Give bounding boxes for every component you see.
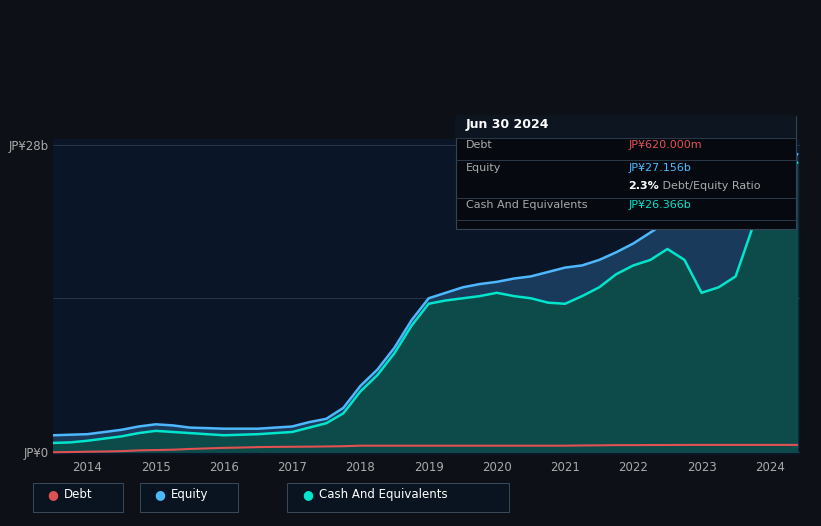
Text: Jun 30 2024: Jun 30 2024 [466,118,549,132]
Text: Debt/Equity Ratio: Debt/Equity Ratio [659,181,761,191]
Text: JP¥620.000m: JP¥620.000m [628,140,702,150]
Text: JP¥26.366b: JP¥26.366b [628,200,690,210]
Text: Equity: Equity [466,163,501,173]
Text: 2.3%: 2.3% [628,181,658,191]
Text: Cash And Equivalents: Cash And Equivalents [466,200,587,210]
Text: Cash And Equivalents: Cash And Equivalents [319,488,447,501]
Text: ●: ● [302,488,313,501]
Text: Debt: Debt [64,488,93,501]
Text: JP¥27.156b: JP¥27.156b [628,163,691,173]
Text: Equity: Equity [171,488,209,501]
Text: ●: ● [154,488,165,501]
Text: Debt: Debt [466,140,493,150]
Text: ●: ● [48,488,58,501]
